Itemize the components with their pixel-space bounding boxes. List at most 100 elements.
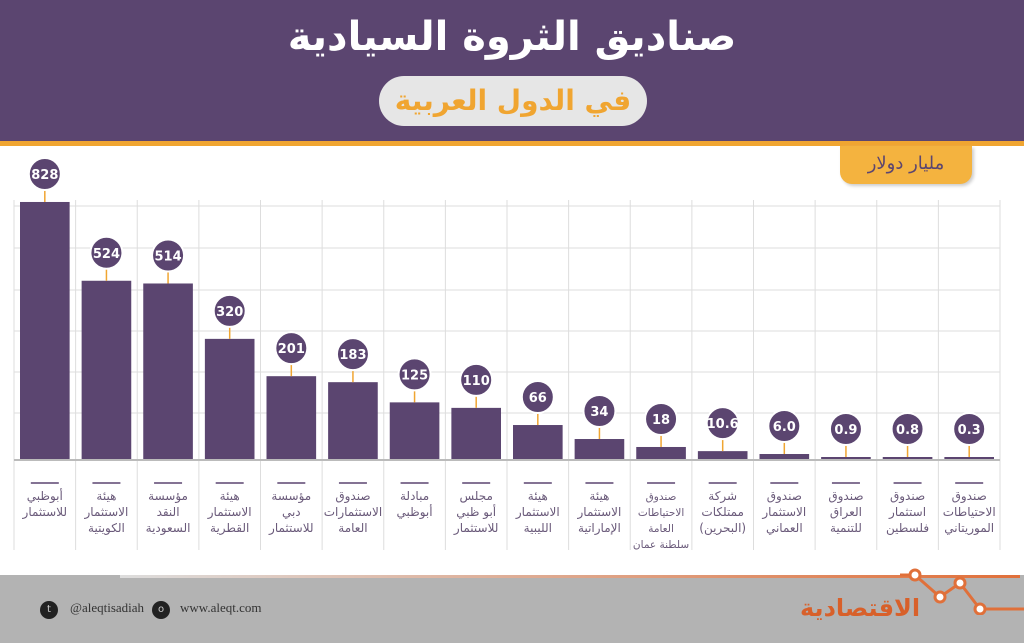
- bar: [574, 439, 625, 459]
- value-bubble: [397, 357, 432, 392]
- category-label: العامة: [338, 521, 367, 535]
- value-bubble: [520, 380, 555, 415]
- category-label: سلطنة عمان: [633, 539, 689, 551]
- value-bubble: [582, 394, 617, 429]
- value-bubble: [459, 362, 494, 397]
- data-label: 524: [93, 247, 120, 262]
- chart-title: صناديق الثروة السيادية: [287, 14, 737, 60]
- category-label: النقد: [157, 505, 180, 519]
- value-bubble: [952, 412, 987, 446]
- footer: [0, 575, 1024, 643]
- website-link[interactable]: www.aleqt.com: [180, 600, 262, 615]
- category-label: الاستثمار: [515, 505, 560, 520]
- logo: الاقتصادية: [800, 594, 921, 622]
- bar: [882, 457, 933, 459]
- category-label: الليبية: [524, 521, 552, 535]
- divider: [0, 141, 1024, 146]
- data-label: 125: [401, 368, 428, 383]
- category-label: ممتلكات: [701, 505, 744, 519]
- category-label: أبوظبي: [27, 488, 63, 504]
- data-label: 110: [463, 374, 490, 389]
- data-label: 201: [278, 342, 305, 357]
- category-label: استثمار: [888, 505, 926, 520]
- data-label: 10.6: [707, 417, 739, 432]
- category-label: هيئة: [528, 489, 548, 503]
- category-label: الإماراتية: [578, 521, 621, 536]
- value-bubble: [89, 235, 124, 270]
- category-label: مبادلة: [400, 489, 429, 503]
- category-label: الاحتياطات: [638, 507, 684, 519]
- value-bubble: [644, 401, 679, 436]
- value-bubble: [767, 409, 802, 444]
- category-label: هيئة: [220, 489, 240, 503]
- category-label: أبو ظبي: [456, 504, 496, 520]
- value-bubble: [151, 238, 186, 273]
- instagram-icon: o: [152, 601, 170, 619]
- footer-line: [120, 575, 1020, 578]
- bar: [266, 376, 317, 459]
- chart-subtitle: في الدول العربية: [379, 76, 647, 126]
- data-label: 828: [31, 168, 58, 183]
- value-bubble: [212, 293, 247, 328]
- bar: [821, 457, 871, 459]
- bar: [204, 338, 255, 459]
- category-label: مجلس: [459, 489, 492, 504]
- bar: [759, 454, 810, 459]
- bar: [81, 280, 132, 459]
- category-label: الاستثمار: [577, 505, 622, 520]
- category-label: القطرية: [210, 521, 249, 536]
- category-label: صندوق: [828, 489, 863, 504]
- category-label: صندوق: [335, 489, 370, 504]
- bar: [944, 457, 994, 459]
- category-label: صندوق: [890, 489, 925, 504]
- data-label: 66: [529, 391, 547, 406]
- value-bubble: [27, 156, 62, 191]
- twitter-icon: t: [40, 601, 58, 619]
- value-bubble: [828, 412, 863, 446]
- category-label: مؤسسة: [148, 489, 188, 504]
- category-label: الاستثمار: [84, 505, 129, 520]
- bar-chart: 828أبوظبيللاستثمار524هيئةالاستثمارالكويت…: [13, 156, 1001, 551]
- category-label: الاستثمارات: [324, 505, 383, 520]
- bar: [697, 451, 748, 459]
- category-label: مؤسسة: [271, 489, 311, 504]
- data-label: 6.0: [773, 420, 796, 435]
- bar: [636, 446, 686, 459]
- data-label: 0.3: [958, 423, 981, 438]
- category-label: شركة: [708, 489, 737, 504]
- value-bubble: [335, 337, 370, 372]
- category-label: العماني: [766, 521, 803, 535]
- category-label: أبوظبي: [397, 504, 433, 520]
- logo-line-graphic: [900, 568, 1024, 615]
- bar: [143, 283, 193, 459]
- twitter-handle[interactable]: @aleqtisadiah: [70, 600, 145, 615]
- category-label: الكويتية: [88, 521, 125, 536]
- category-label: فلسطين: [886, 521, 929, 536]
- bar: [513, 425, 563, 459]
- bar: [20, 201, 70, 459]
- category-label: صندوق: [646, 491, 677, 503]
- data-label: 514: [154, 249, 181, 264]
- category-label: العامة: [648, 523, 674, 535]
- data-label: 183: [339, 348, 366, 363]
- category-label: صندوق: [952, 489, 987, 504]
- category-label: صندوق: [767, 489, 802, 504]
- data-label: 0.8: [896, 423, 919, 438]
- category-label: للاستثمار: [22, 505, 68, 520]
- category-label: دبي: [282, 505, 301, 519]
- category-label: العراق: [830, 505, 862, 520]
- category-label: هيئة: [96, 489, 116, 503]
- category-label: الاستثمار: [207, 505, 252, 520]
- data-label: 34: [590, 405, 608, 420]
- category-label: للاستثمار: [268, 521, 314, 536]
- category-label: السعودية: [146, 521, 191, 536]
- category-label: للاستثمار: [453, 521, 499, 536]
- data-label: 18: [652, 413, 670, 428]
- category-label: (البحرين): [699, 521, 746, 536]
- category-label: الموريتاني: [944, 521, 994, 536]
- category-label: الاحتياطات: [943, 505, 996, 519]
- category-label: للتنمية: [830, 521, 862, 535]
- category-label: الاستثمار: [761, 505, 806, 520]
- data-label: 0.9: [834, 423, 857, 438]
- value-bubble: [274, 331, 309, 366]
